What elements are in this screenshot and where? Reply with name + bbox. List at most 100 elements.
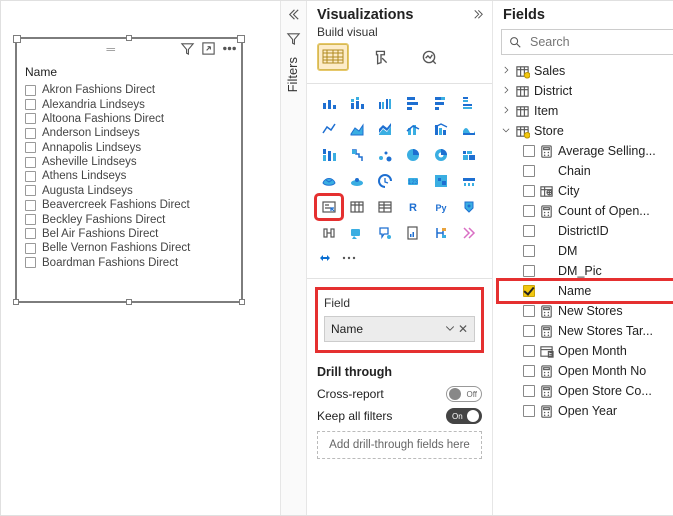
viz-type-12[interactable] [317,144,341,166]
viz-type-19[interactable] [345,170,369,192]
slicer-visual[interactable]: ═ Name Akron Fashions DirectAlexandria L… [15,37,243,303]
viz-type-3[interactable] [401,92,425,114]
viz-type-21[interactable] [401,170,425,192]
viz-type-6[interactable] [317,118,341,140]
checkbox-icon[interactable] [25,99,36,110]
checkbox-icon[interactable] [25,185,36,196]
viz-type-30[interactable] [317,222,341,244]
build-visual-tab[interactable] [317,43,349,71]
viz-type-17[interactable] [457,144,481,166]
field-checkbox[interactable] [523,185,535,197]
slicer-item[interactable]: Athens Lindseys [25,169,233,183]
field-new-stores-tar-[interactable]: New Stores Tar... [499,321,673,341]
viz-type-15[interactable] [401,144,425,166]
checkbox-icon[interactable] [25,257,36,268]
chevron-down-icon[interactable] [444,322,456,334]
field-average-selling-[interactable]: Average Selling... [499,141,673,161]
viz-type-31[interactable] [345,222,369,244]
checkbox-icon[interactable] [25,157,36,168]
field-checkbox[interactable] [523,245,535,257]
viz-type-18[interactable] [317,170,341,192]
viz-type-22[interactable] [429,170,453,192]
keep-all-filters-toggle[interactable] [446,408,482,424]
slicer-item[interactable]: Beavercreek Fashions Direct [25,198,233,212]
viz-type-28[interactable] [429,196,453,218]
field-checkbox[interactable] [523,205,535,217]
field-checkbox[interactable] [523,165,535,177]
field-dm[interactable]: DM [499,241,673,261]
field-open-store-co-[interactable]: Open Store Co... [499,381,673,401]
get-more-visuals-icon[interactable] [317,250,333,266]
field-checkbox[interactable] [523,285,535,297]
chevron-down-icon[interactable] [501,125,511,138]
viz-type-10[interactable] [429,118,453,140]
chevron-right-icon[interactable] [501,65,511,78]
checkbox-icon[interactable] [25,142,36,153]
checkbox-icon[interactable] [25,171,36,182]
viz-type-5[interactable] [457,92,481,114]
field-checkbox[interactable] [523,365,535,377]
field-open-month[interactable]: Open Month [499,341,673,361]
field-checkbox[interactable] [523,345,535,357]
field-districtid[interactable]: DistrictID [499,221,673,241]
field-city[interactable]: City [499,181,673,201]
viz-type-20[interactable] [373,170,397,192]
viz-type-14[interactable] [373,144,397,166]
field-checkbox[interactable] [523,145,535,157]
report-canvas[interactable]: ═ Name Akron Fashions DirectAlexandria L… [1,1,281,515]
viz-type-9[interactable] [401,118,425,140]
cross-report-toggle[interactable] [446,386,482,402]
slicer-item[interactable]: Anderson Lindseys [25,126,233,140]
viz-type-25[interactable] [345,196,369,218]
table-item[interactable]: Item [499,101,673,121]
field-checkbox[interactable] [523,405,535,417]
field-checkbox[interactable] [523,225,535,237]
slicer-item[interactable]: Alexandria Lindseys [25,97,233,111]
viz-type-23[interactable] [457,170,481,192]
field-checkbox[interactable] [523,325,535,337]
field-checkbox[interactable] [523,385,535,397]
field-open-month-no[interactable]: Open Month No [499,361,673,381]
checkbox-icon[interactable] [25,85,36,96]
slicer-item[interactable]: Annapolis Lindseys [25,141,233,155]
filters-pane-collapsed[interactable]: Filters [281,1,307,515]
gallery-more-icon[interactable] [341,250,357,266]
search-input[interactable] [528,34,673,50]
viz-type-32[interactable] [373,222,397,244]
table-store[interactable]: Store [499,121,673,141]
checkbox-icon[interactable] [25,214,36,225]
fields-search[interactable] [501,29,673,55]
checkbox-icon[interactable] [25,113,36,124]
field-chain[interactable]: Chain [499,161,673,181]
chevron-right-icon[interactable] [501,85,511,98]
field-checkbox[interactable] [523,305,535,317]
field-open-year[interactable]: Open Year [499,401,673,421]
viz-type-13[interactable] [345,144,369,166]
field-new-stores[interactable]: New Stores [499,301,673,321]
remove-field-icon[interactable]: ✕ [458,322,468,336]
checkbox-icon[interactable] [25,200,36,211]
slicer-item[interactable]: Boardman Fashions Direct [25,256,233,270]
checkbox-icon[interactable] [25,228,36,239]
slicer-item[interactable]: Akron Fashions Direct [25,83,233,97]
collapse-viz-icon[interactable] [470,8,484,22]
viz-type-11[interactable] [457,118,481,140]
viz-type-7[interactable] [345,118,369,140]
filter-icon[interactable] [180,41,195,56]
analytics-tab[interactable] [413,43,445,71]
viz-type-24[interactable] [317,196,341,218]
expand-filters-icon[interactable] [286,7,301,22]
table-district[interactable]: District [499,81,673,101]
slicer-item[interactable]: Altoona Fashions Direct [25,112,233,126]
viz-type-27[interactable] [401,196,425,218]
viz-type-4[interactable] [429,92,453,114]
viz-type-8[interactable] [373,118,397,140]
chevron-right-icon[interactable] [501,105,511,118]
format-visual-tab[interactable] [365,43,397,71]
slicer-item[interactable]: Bel Air Fashions Direct [25,227,233,241]
viz-type-35[interactable] [457,222,481,244]
slicer-item[interactable]: Belle Vernon Fashions Direct [25,241,233,255]
checkbox-icon[interactable] [25,128,36,139]
drag-grip-icon[interactable]: ═ [106,42,114,56]
viz-type-16[interactable] [429,144,453,166]
